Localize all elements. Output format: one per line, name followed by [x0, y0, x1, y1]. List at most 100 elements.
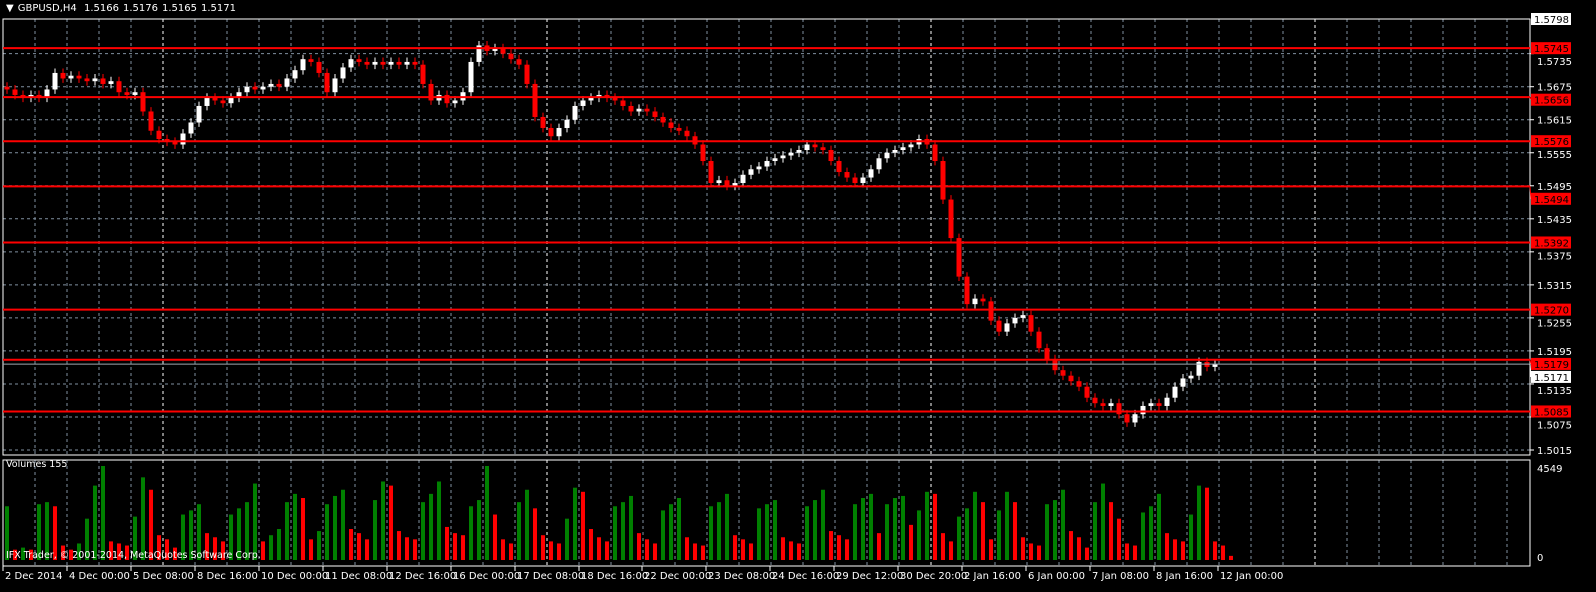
volume-bar [933, 493, 937, 560]
y-tick-label: 1.5315 [1537, 281, 1572, 292]
candle-body [1004, 323, 1010, 332]
x-tick-label: 10 Dec 00:00 [261, 571, 328, 582]
candle-body [492, 48, 498, 51]
top-price-label: 1.5798 [1534, 15, 1569, 26]
candle-body [1196, 361, 1202, 376]
candle-body [220, 100, 226, 104]
volume-bar [245, 502, 249, 560]
candle-body [644, 108, 650, 112]
candle-body [668, 122, 674, 128]
candle-body [860, 177, 866, 184]
candle-body [708, 161, 714, 184]
volume-bar [533, 508, 537, 560]
volume-bar [1117, 518, 1121, 560]
collapse-triangle-icon[interactable]: ▼ [6, 3, 14, 14]
volume-bar [197, 504, 201, 560]
volume-bar [165, 539, 169, 560]
y-tick-label: 1.5195 [1537, 347, 1572, 358]
level-price-connector [1529, 359, 1532, 365]
volume-bar [69, 549, 73, 560]
candle-body [108, 81, 114, 84]
y-tick-label: 1.5015 [1537, 446, 1572, 457]
candle-body [732, 183, 738, 186]
volume-bar [317, 531, 321, 560]
candle-body [316, 61, 322, 73]
volume-bar [973, 491, 977, 560]
candle-body [292, 70, 298, 79]
volume-bar [37, 504, 41, 560]
candle-body [628, 105, 634, 112]
candle-body [404, 61, 410, 65]
volume-bar [509, 543, 513, 560]
volume-bar [917, 510, 921, 560]
candle-body [132, 92, 138, 95]
volume-bar [981, 502, 985, 560]
volume-bar [469, 506, 473, 560]
volume-bar [813, 500, 817, 560]
volume-bar [1205, 487, 1209, 560]
volume-bar [325, 504, 329, 560]
x-tick-label: 6 Jan 00:00 [1028, 571, 1085, 582]
candle-body [1188, 375, 1194, 379]
y-tick-label: 1.5255 [1537, 319, 1572, 330]
volume-zero-label: 0 [1537, 553, 1543, 564]
volume-bar [565, 518, 569, 560]
volume-bar [109, 541, 113, 560]
candle-body [724, 180, 730, 186]
candle-body [516, 59, 522, 65]
candle-body [1020, 315, 1026, 318]
candle-body [468, 61, 474, 93]
candle-body [300, 59, 306, 71]
candle-body [876, 158, 882, 170]
x-tick-label: 16 Dec 00:00 [453, 571, 520, 582]
volume-bar [141, 477, 145, 560]
volume-bar [1037, 545, 1041, 560]
candle-body [940, 161, 946, 200]
volume-bar [1133, 545, 1137, 560]
candle-body [428, 83, 434, 101]
candle-body [1092, 397, 1098, 404]
x-tick-label: 24 Dec 16:00 [772, 571, 839, 582]
volume-bar [549, 541, 553, 560]
candle-body [188, 122, 194, 134]
top-price-box [1531, 13, 1571, 25]
candle-body [836, 161, 842, 173]
candle-body [1068, 375, 1074, 382]
volume-bar [133, 516, 137, 560]
candle-body [908, 144, 914, 148]
candle-body [356, 59, 362, 62]
volume-bar [645, 539, 649, 560]
candle-body [212, 97, 218, 101]
volume-bar [93, 485, 97, 560]
main-panel-border [2, 18, 1531, 456]
candle-body [84, 78, 90, 82]
volume-bar [493, 514, 497, 560]
level-price-box [1531, 236, 1571, 249]
candle-body [1052, 359, 1058, 371]
volume-bar [605, 541, 609, 560]
volume-bar [829, 531, 833, 560]
volume-bar [77, 543, 81, 560]
volume-max-label: 4549 [1537, 464, 1562, 475]
candle-body [148, 111, 154, 131]
candle-body [548, 127, 554, 137]
volume-bar [997, 510, 1001, 560]
volume-bar [597, 537, 601, 560]
volume-bar [405, 537, 409, 560]
volume-bar [237, 508, 241, 560]
candle-body [764, 161, 770, 167]
candle-body [260, 86, 266, 90]
candle-body [740, 174, 746, 184]
volume-bar [357, 533, 361, 560]
candle-body [580, 100, 586, 106]
volume-bar [957, 516, 961, 560]
candle-body [172, 141, 178, 145]
volume-bar [1005, 491, 1009, 560]
volume-bar [277, 529, 281, 560]
candle-body [420, 64, 426, 84]
y-tick-label: 1.5075 [1537, 420, 1572, 431]
candle-body [124, 92, 130, 95]
x-tick-label: 17 Dec 08:00 [517, 571, 584, 582]
